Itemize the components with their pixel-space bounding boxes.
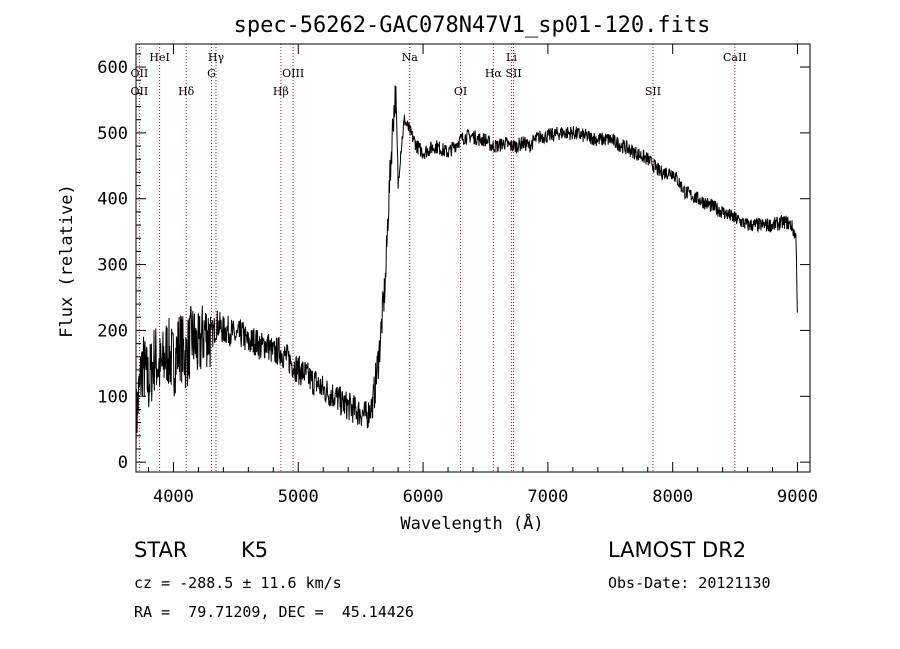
object-subclass: K5 [241, 538, 269, 562]
y-tick-label-3: 300 [97, 256, 128, 276]
chart-title: spec-56262-GAC078N47V1_sp01-120.fits [234, 13, 711, 38]
y-tick-label-0: 0 [118, 453, 128, 473]
x-tick-label-4: 8000 [652, 487, 693, 507]
line-label-11: SII [505, 67, 521, 80]
line-label-5: Hβ [273, 85, 289, 98]
y-tick-label-5: 500 [97, 124, 128, 144]
line-label-8: OI [454, 85, 467, 98]
object-type: STAR [134, 538, 188, 562]
line-label-2: Hδ [178, 85, 195, 98]
x-tick-label-3: 7000 [527, 487, 568, 507]
line-label-1: HeI [149, 51, 169, 64]
observation-date: Obs-Date: 20121130 [608, 574, 771, 592]
y-tick-label-6: 600 [97, 58, 128, 78]
x-tick-label-5: 9000 [777, 487, 818, 507]
y-tick-label-4: 400 [97, 190, 128, 210]
x-tick-label-2: 6000 [403, 487, 444, 507]
line-label-3: Hγ [208, 51, 225, 64]
line-label-13: CaII [723, 51, 747, 64]
y-axis-label: Flux (relative) [57, 184, 77, 338]
line-label-10: Li [506, 51, 517, 64]
y-tick-label-2: 200 [97, 321, 128, 341]
spectrum-series [135, 85, 798, 459]
x-tick-label-0: 4000 [153, 487, 194, 507]
plot-frame [135, 43, 811, 473]
survey-name: LAMOST DR2 [608, 538, 747, 562]
line-label-9: Hα [485, 67, 503, 80]
line-label-4: G [207, 67, 216, 80]
x-axis-label: Wavelength (Å) [400, 512, 543, 534]
line-label-12: SII [645, 85, 661, 98]
redshift-velocity: cz = -288.5 ± 11.6 km/s [134, 574, 342, 592]
y-tick-label-1: 100 [97, 387, 128, 407]
line-label-7: Na [402, 51, 419, 64]
coordinates: RA = 79.71209, DEC = 45.14426 [134, 603, 414, 621]
line-label-0: OII [131, 85, 149, 98]
line-label-6: OIII [282, 67, 304, 80]
x-tick-label-1: 5000 [278, 487, 319, 507]
line-label-extra-0: OII [131, 67, 149, 80]
